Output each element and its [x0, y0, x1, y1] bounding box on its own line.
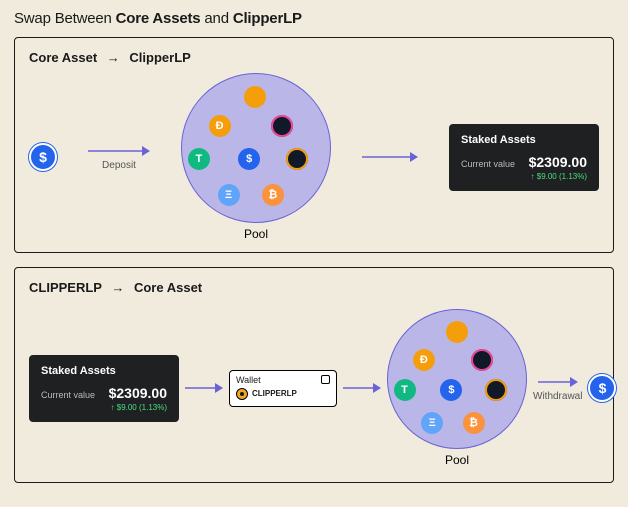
pool-2: ÐT $ Ξ ₿ Pool	[387, 309, 527, 467]
title-mid: and	[200, 10, 232, 27]
page-title: Swap Between Core Assets and ClipperLP	[14, 10, 614, 27]
arrow-withdrawal: Withdrawal	[533, 375, 582, 402]
pool-token-icon: T	[394, 379, 416, 401]
pool-token-icon	[244, 86, 266, 108]
panel-withdraw: CLIPPERLP → Core Asset Staked Assets Cur…	[14, 267, 614, 483]
staked-header-1: Staked Assets	[461, 134, 587, 146]
panel1-title: Core Asset → ClipperLP	[29, 50, 599, 65]
pool-label-1: Pool	[244, 227, 268, 241]
pool-token-icon	[485, 379, 507, 401]
wallet-header: Wallet	[236, 375, 261, 385]
pool-token-icon: T	[188, 148, 210, 170]
staked-card-2: Staked Assets Current value $2309.00 ↑ $…	[29, 355, 179, 422]
pool-token-icon: Ð	[209, 115, 231, 137]
staked-label-1: Current value	[461, 159, 515, 169]
staked-value-1: $2309.00	[529, 154, 587, 170]
deposit-label: Deposit	[102, 160, 136, 171]
staked-delta-2: ↑ $9.00 (1.13%)	[41, 403, 167, 412]
arrow-deposit: Deposit	[88, 144, 150, 171]
panel1-title-a: Core Asset	[29, 50, 97, 65]
arrow-wallet-to-pool	[343, 381, 381, 395]
panel2-title-arrow: →	[111, 280, 124, 295]
panel2-title: CLIPPERLP → Core Asset	[29, 280, 599, 295]
staked-header-2: Staked Assets	[41, 365, 167, 377]
usd-coin-icon: $	[29, 143, 57, 171]
usd-coin-out-icon: $	[588, 374, 616, 402]
pool-circle-1: ÐT $ Ξ ₿	[181, 73, 331, 223]
title-pre: Swap Between	[14, 10, 116, 27]
withdrawal-label: Withdrawal	[533, 391, 582, 402]
wallet-card: Wallet CLIPPERLP	[229, 370, 337, 407]
pool-token-icon: $	[238, 148, 260, 170]
pool-token-icon	[446, 321, 468, 343]
staked-value-2: $2309.00	[109, 385, 167, 401]
staked-label-2: Current value	[41, 390, 95, 400]
arrow-to-staked	[362, 150, 418, 164]
pool-label-2: Pool	[445, 453, 469, 467]
clipperlp-token-icon	[236, 388, 248, 400]
pool-token-icon	[271, 115, 293, 137]
title-b2: ClipperLP	[233, 10, 302, 27]
staked-delta-1: ↑ $9.00 (1.13%)	[461, 172, 587, 181]
panel1-title-arrow: →	[107, 50, 120, 65]
wallet-box-icon	[321, 375, 330, 384]
panel2-title-b: Core Asset	[134, 280, 202, 295]
wallet-token-label: CLIPPERLP	[252, 389, 297, 398]
panel2-title-a: CLIPPERLP	[29, 280, 102, 295]
pool-1: ÐT $ Ξ ₿ Pool	[181, 73, 331, 241]
panel-deposit: Core Asset → ClipperLP $ Deposit ÐT $ Ξ ₿ P…	[14, 37, 614, 253]
pool-circle-2: ÐT $ Ξ ₿	[387, 309, 527, 449]
pool-token-icon	[286, 148, 308, 170]
pool-token-icon: $	[440, 379, 462, 401]
pool-token-icon: ₿	[262, 184, 284, 206]
arrow-staked-to-wallet	[185, 381, 223, 395]
pool-token-icon: Ð	[413, 349, 435, 371]
pool-token-icon: Ξ	[218, 184, 240, 206]
pool-token-icon: Ξ	[421, 412, 443, 434]
pool-token-icon: ₿	[463, 412, 485, 434]
panel1-title-b: ClipperLP	[129, 50, 190, 65]
pool-token-icon	[471, 349, 493, 371]
title-b1: Core Assets	[116, 10, 201, 27]
staked-card-1: Staked Assets Current value $2309.00 ↑ $…	[449, 124, 599, 191]
